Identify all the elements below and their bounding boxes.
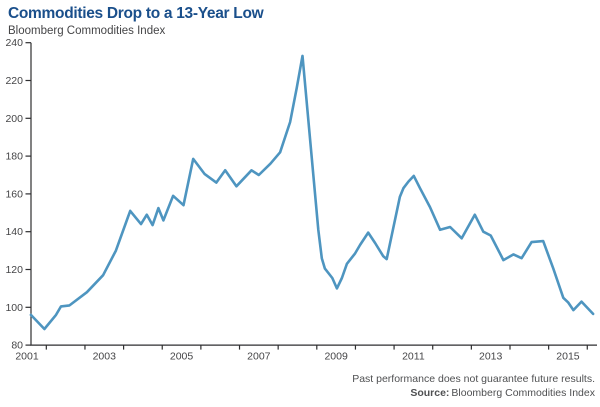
y-axis-tick-label: 240 bbox=[5, 37, 23, 49]
y-axis-tick-label: 220 bbox=[5, 75, 23, 87]
y-axis-tick-label: 180 bbox=[5, 151, 23, 163]
chart-title: Commodities Drop to a 13-Year Low bbox=[8, 5, 264, 22]
x-axis-tick-label: 2003 bbox=[93, 351, 117, 363]
y-axis-tick-label: 120 bbox=[5, 264, 23, 276]
x-axis-tick-label: 2011 bbox=[402, 351, 425, 363]
y-axis-tick-label: 80 bbox=[11, 340, 23, 352]
x-axis-tick-label: 2009 bbox=[324, 351, 348, 363]
source-text: Bloomberg Commodities Index bbox=[451, 387, 595, 399]
source-line: Source: Bloomberg Commodities Index bbox=[352, 386, 595, 400]
y-axis-tick-label: 100 bbox=[5, 302, 23, 314]
y-axis-tick-label: 140 bbox=[5, 226, 23, 238]
y-axis-tick-label: 200 bbox=[5, 113, 23, 125]
chart-header: Commodities Drop to a 13-Year Low Bloomb… bbox=[8, 5, 264, 38]
source-label: Source: bbox=[410, 387, 450, 399]
y-axis-tick-label: 160 bbox=[5, 188, 23, 200]
x-axis-tick-label: 2013 bbox=[479, 351, 503, 363]
chart-subtitle: Bloomberg Commodities Index bbox=[8, 25, 166, 37]
x-axis-tick-label: 2015 bbox=[556, 351, 580, 363]
chart-footer: Past performance does not guarantee futu… bbox=[352, 372, 595, 400]
x-axis-tick-label: 2007 bbox=[247, 351, 271, 363]
x-axis-tick-label: 2001 bbox=[15, 351, 39, 363]
disclaimer-text: Past performance does not guarantee futu… bbox=[352, 373, 595, 385]
x-axis-tick-label: 2005 bbox=[170, 351, 194, 363]
index-line-series bbox=[29, 54, 595, 331]
